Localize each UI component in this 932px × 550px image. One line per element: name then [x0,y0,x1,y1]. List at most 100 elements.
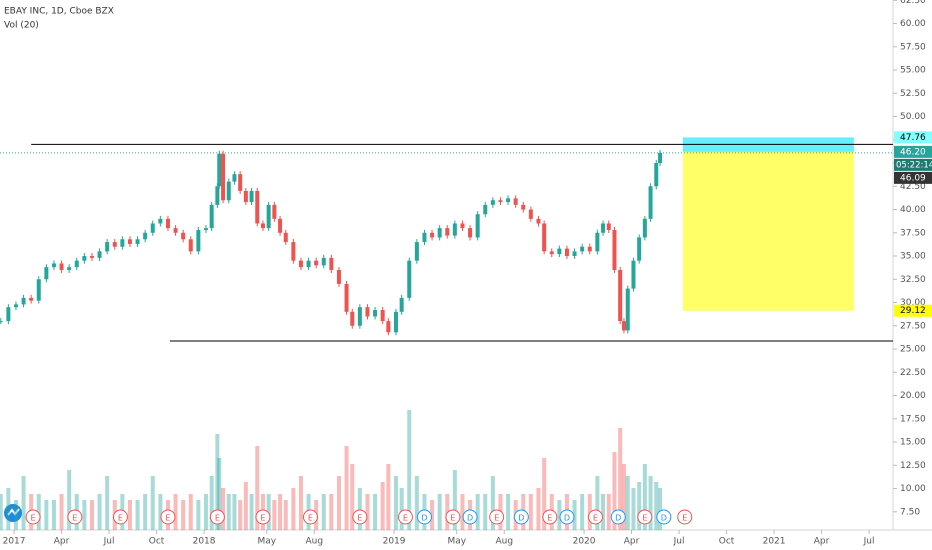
volume-bar [283,500,288,530]
price-label-bg [894,131,932,144]
candle-body [468,228,473,238]
candle-body [399,297,404,312]
volume-bar [595,476,600,530]
volume-bar [557,500,562,530]
x-tick-label: Aug [495,537,513,547]
candle-body [513,198,518,205]
event-label: E [260,514,265,523]
candle-body [29,297,34,301]
candle-body [528,209,533,219]
candle-body [658,152,663,164]
event-marker [302,509,318,525]
event-label: E [682,514,687,523]
volume-bar [601,494,606,530]
y-tick-label: 52.50 [900,89,926,99]
volume-bar [67,470,72,530]
volume-bar [97,494,102,530]
volume-bar [386,464,391,530]
volume-bar [243,482,248,530]
volume-bar [36,494,41,530]
candle-body [329,257,334,270]
volume-bar [226,494,231,530]
volume-bar [59,494,64,530]
volume-bar [618,428,623,530]
candle-body [475,214,480,238]
volume-bar [188,494,193,530]
event-marker [610,509,626,525]
last-label: 46.09 [900,173,926,183]
volume-bar [637,482,642,530]
x-tick-label: May [447,537,466,547]
volume-bar [135,500,140,530]
volume-bar [350,464,355,530]
last-label-bg [894,171,932,184]
candle-body [6,307,11,322]
x-tick-label: Jul [863,537,875,547]
volume-bar [506,494,511,530]
candle-body [572,251,577,257]
candle-body [587,246,592,252]
volume-bar [158,494,163,530]
volume-bar [437,494,442,530]
event-marker [462,509,478,525]
y-tick-label: 22.50 [900,368,926,378]
candle-body [437,228,442,238]
candle-body [165,218,170,229]
y-tick-label: 7.50 [900,507,920,517]
candle-body [203,228,208,230]
candle-body [452,223,457,236]
candle-body [386,321,391,333]
volume-bar [291,488,296,530]
volume-bar [587,494,592,530]
volume-bar [173,494,178,530]
event-marker [542,509,558,525]
candle-body [173,228,178,233]
event-marker [255,509,271,525]
candle-body [221,153,226,201]
candle-body [542,223,547,252]
x-tick-label: 2020 [573,537,596,547]
price-label: 29.12 [900,306,926,316]
volume-bar [272,500,277,530]
candle-body [490,200,495,205]
volume-bar [196,500,201,530]
event-label: E [165,514,170,523]
candle-body [618,269,623,322]
candle-body [373,309,378,317]
candle-body [97,251,102,258]
candle-body [483,204,488,215]
candle-body [181,232,186,240]
price-label-bg [894,304,932,317]
volume-bar [430,500,435,530]
candle-body [314,260,319,266]
candle-body [272,204,277,219]
candle-body [127,239,132,244]
volume-bar [321,494,326,530]
event-label: D [615,514,621,523]
event-marker [489,509,505,525]
event-label: D [661,514,667,523]
candle-body [196,229,201,252]
candle-body [278,218,283,233]
candle-body [321,257,326,266]
candle-body [564,248,569,257]
event-label: E [547,514,552,523]
volume-bar [475,494,480,530]
candle-body [89,256,94,258]
volume-bar [249,494,254,530]
volume-bar [266,494,271,530]
candle-body [336,269,341,284]
candle-body [13,304,18,308]
candle-body [549,251,554,255]
y-tick-label: 15.00 [900,438,926,448]
volume-bar [89,500,94,530]
y-tick-label: 27.50 [900,321,926,331]
chart-subtitle: Vol (20) [4,21,39,31]
candle-body [188,239,193,252]
candle-body [215,186,220,205]
event-label: E [450,514,455,523]
x-tick-label: Oct [149,537,165,547]
volume-bar [181,500,186,530]
volume-bar [203,494,208,530]
candle-body [209,204,214,229]
